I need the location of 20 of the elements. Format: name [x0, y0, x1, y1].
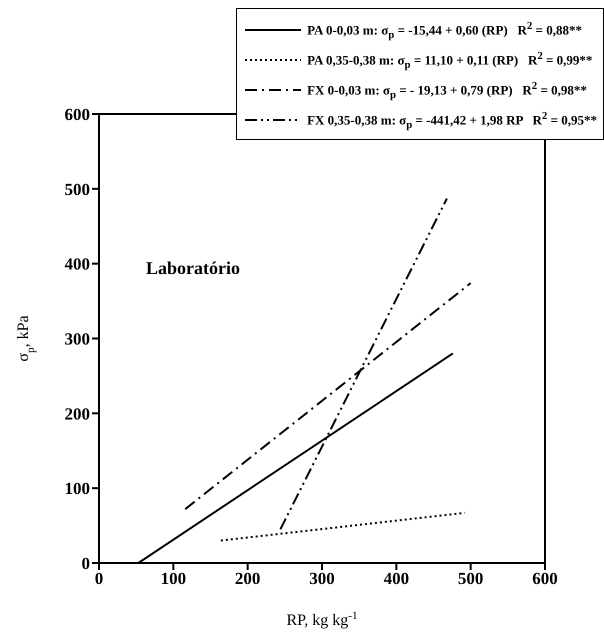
y-tick-label: 600 — [64, 105, 90, 124]
panel-label: Laboratório — [146, 258, 240, 279]
x-tick-label: 500 — [458, 569, 484, 588]
x-tick-label: 100 — [160, 569, 186, 588]
x-tick-label: 600 — [532, 569, 558, 588]
x-tick-label: 0 — [94, 569, 104, 588]
x-axis-title: RP, kg kg$^{-1}$ — [286, 610, 358, 629]
y-tick-label: 0 — [82, 554, 90, 574]
y-tick-label: 300 — [64, 330, 90, 349]
y-tick-label: 200 — [64, 404, 90, 424]
y-tick-label: 100 — [64, 479, 90, 498]
legend-label: PA 0,35-0,38 m: σ$_{p}$ = 11,10 + 0,11 (RP) R$^{2}$ = 0,99** — [307, 50, 592, 70]
x-tick-label: 300 — [309, 569, 335, 588]
x-tick-label: 400 — [384, 569, 410, 588]
legend-label: FX 0-0,03 m: σ$_{p}$ = - 19,13 + 0,79 (RP) R$^{2}$ = 0,98** — [307, 80, 587, 100]
y-tick-label: 500 — [64, 180, 90, 199]
legend-label: PA 0-0,03 m: σ$_{p}$ = -15,44 + 0,60 (RP) R$^{2}$ = 0,88** — [307, 20, 582, 40]
y-tick-label: 400 — [64, 254, 90, 274]
legend-label: FX 0,35-0,38 m: σ$_{p}$ = -441,42 + 1,98 RP R$^{2}$ = 0,95** — [307, 110, 597, 130]
x-tick-label: 200 — [234, 569, 260, 588]
